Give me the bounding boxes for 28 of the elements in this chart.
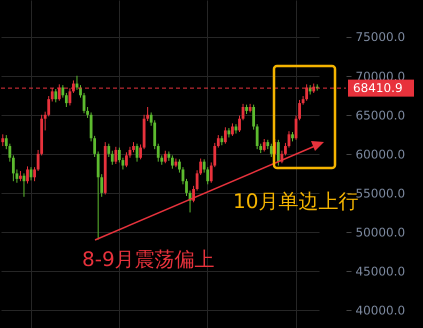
candlestick bbox=[22, 172, 26, 198]
annotation: 8-9月震荡偏上 bbox=[82, 247, 215, 271]
candlestick bbox=[291, 131, 294, 142]
candlestick bbox=[228, 128, 230, 138]
candlestick bbox=[231, 122, 234, 136]
candlestick bbox=[136, 143, 138, 162]
candlestick bbox=[170, 154, 174, 170]
y-tick-label: 50000.0 bbox=[356, 225, 406, 240]
candlestick bbox=[266, 139, 270, 150]
candlestick bbox=[220, 135, 224, 146]
candlestick bbox=[19, 170, 22, 182]
candlestick bbox=[262, 138, 266, 152]
candlestick bbox=[224, 126, 227, 144]
candlestick bbox=[276, 139, 280, 166]
candlestick bbox=[107, 143, 110, 158]
candlestick bbox=[234, 124, 238, 134]
candlestick bbox=[245, 104, 248, 115]
y-tick-label: 60000.0 bbox=[356, 147, 406, 162]
candlestick bbox=[30, 166, 32, 181]
y-tick-label: 40000.0 bbox=[356, 304, 406, 318]
y-tick-label: 65000.0 bbox=[356, 108, 406, 122]
y-tick-label: 75000.0 bbox=[356, 30, 406, 44]
candlestick bbox=[270, 143, 273, 158]
y-tick-label: 45000.0 bbox=[356, 264, 406, 278]
candlestick bbox=[26, 166, 29, 184]
ref-line-label: 68410.9 bbox=[353, 81, 403, 96]
candlestick bbox=[1, 134, 4, 147]
candlestick bbox=[167, 151, 170, 162]
